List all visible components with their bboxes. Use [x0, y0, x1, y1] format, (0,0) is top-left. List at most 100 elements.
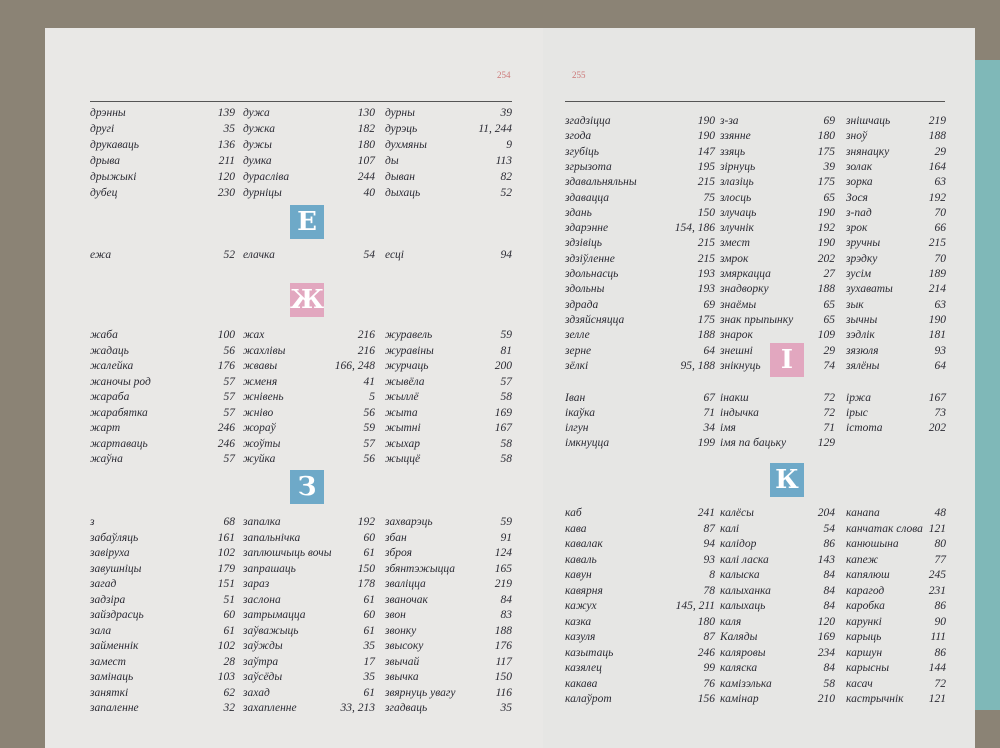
index-word: есці [385, 249, 405, 261]
page-ref: 52 [500, 187, 513, 199]
page-ref: 60 [223, 609, 236, 621]
page-ref: 190 [817, 206, 835, 219]
index-word: зайздрасць [90, 609, 144, 621]
index-word: знак прыпынку [720, 313, 794, 326]
page-ref: 61 [363, 686, 376, 699]
index-word: злосць [720, 191, 752, 204]
page-ref: 5 [369, 391, 375, 403]
index-word: дужы [243, 139, 272, 151]
index-word: знаёмы [720, 298, 757, 311]
page-ref: 61 [363, 624, 376, 637]
index-word: зычны [846, 313, 878, 326]
page-ref: 179 [217, 562, 235, 575]
index-word: жахлівы [243, 344, 286, 357]
index-word: заўсёды [243, 671, 283, 683]
page-ref: 41 [363, 375, 376, 388]
index-word: ежа [90, 249, 112, 261]
page-ref: 169 [494, 406, 512, 419]
page-ref: 70 [934, 252, 947, 265]
index-word: каляровы [720, 646, 766, 659]
index-word: каваль [565, 553, 597, 566]
index-word: канюшына [846, 538, 899, 550]
index-word: згадваць [385, 702, 428, 714]
index-word: зрэдку [846, 252, 878, 265]
page-ref: 71 [703, 407, 716, 419]
page-ref: 84 [500, 593, 513, 606]
index-word: звычай [385, 655, 420, 668]
index-word: жах [243, 329, 265, 341]
page-ref: 175 [817, 176, 835, 189]
letter-header: Е [290, 205, 324, 239]
page-ref: 154, 186 [674, 222, 715, 235]
index-word: індычка [720, 407, 759, 419]
index-word: кажух [565, 600, 597, 612]
index-word: зброя [385, 547, 412, 559]
index-word: зык [846, 298, 864, 311]
index-word: дужа [243, 107, 270, 119]
right-page [543, 28, 975, 748]
page-ref: 210 [817, 693, 835, 705]
page-ref: 84 [823, 569, 836, 581]
page-ref: 84 [823, 600, 836, 612]
index-word: здзівіць [565, 237, 603, 250]
page-ref: 54 [823, 522, 836, 535]
page-ref: 74 [823, 359, 836, 372]
page-ref: 81 [500, 344, 513, 357]
page-ref: 72 [823, 407, 836, 419]
page-ref: 169 [817, 631, 835, 643]
page-ref: 166, 248 [334, 360, 375, 372]
page-ref: 246 [217, 437, 235, 450]
index-word: здань [565, 206, 592, 219]
page-ref: 8 [709, 569, 715, 581]
index-word: заўтра [243, 655, 279, 668]
page-ref: 193 [697, 283, 715, 296]
index-word: золак [846, 160, 873, 173]
page-number: 254 [497, 70, 511, 80]
index-word: карысны [846, 662, 889, 674]
page-ref: 176 [217, 360, 235, 372]
index-word: камінар [720, 693, 759, 705]
index-word: жыллё [385, 391, 419, 403]
index-word: змяркацца [720, 268, 771, 280]
page-ref: 245 [928, 569, 946, 581]
page-ref: 35 [223, 123, 236, 135]
page-ref: 129 [817, 437, 835, 449]
index-word: захапленне [243, 702, 297, 714]
index-word: дурэць [385, 123, 418, 135]
index-word: елачка [243, 249, 275, 261]
index-word: кавярня [565, 584, 603, 597]
index-word: другі [90, 123, 115, 135]
page-ref: 65 [823, 191, 836, 204]
page-ref: 78 [703, 584, 716, 597]
index-word: займеннік [90, 640, 139, 652]
index-word: жніво [243, 406, 274, 419]
index-word: замінаць [90, 671, 134, 683]
page-ref: 58 [823, 677, 836, 690]
index-word: Зося [846, 191, 868, 204]
page-ref: 120 [217, 171, 235, 183]
page-ref: 54 [363, 249, 376, 261]
page-ref: 192 [357, 516, 375, 528]
page-ref: 35 [500, 702, 513, 714]
page-ref: 202 [928, 422, 946, 434]
page-ref: 84 [823, 584, 836, 597]
page-ref: 167 [928, 392, 946, 404]
page-ref: 77 [934, 553, 947, 566]
index-word: зязюля [846, 344, 879, 357]
page-ref: 190 [697, 115, 715, 127]
index-word: казуля [565, 631, 596, 643]
index-word: журавіны [385, 344, 434, 357]
page-ref: 111 [930, 631, 946, 643]
index-word: здрада [565, 298, 599, 311]
page-ref: 62 [223, 686, 236, 699]
index-word: капялюш [846, 569, 890, 581]
page-ref: 57 [363, 437, 376, 450]
index-word: ілгун [565, 422, 589, 434]
index-word: здольнасць [565, 268, 619, 280]
index-word: Каляды [720, 631, 758, 643]
index-word: зухаваты [846, 283, 893, 296]
page-number: 255 [572, 70, 586, 80]
page-ref: 35 [363, 671, 376, 683]
page-ref: 86 [823, 538, 836, 550]
index-word: ірыс [846, 407, 868, 419]
